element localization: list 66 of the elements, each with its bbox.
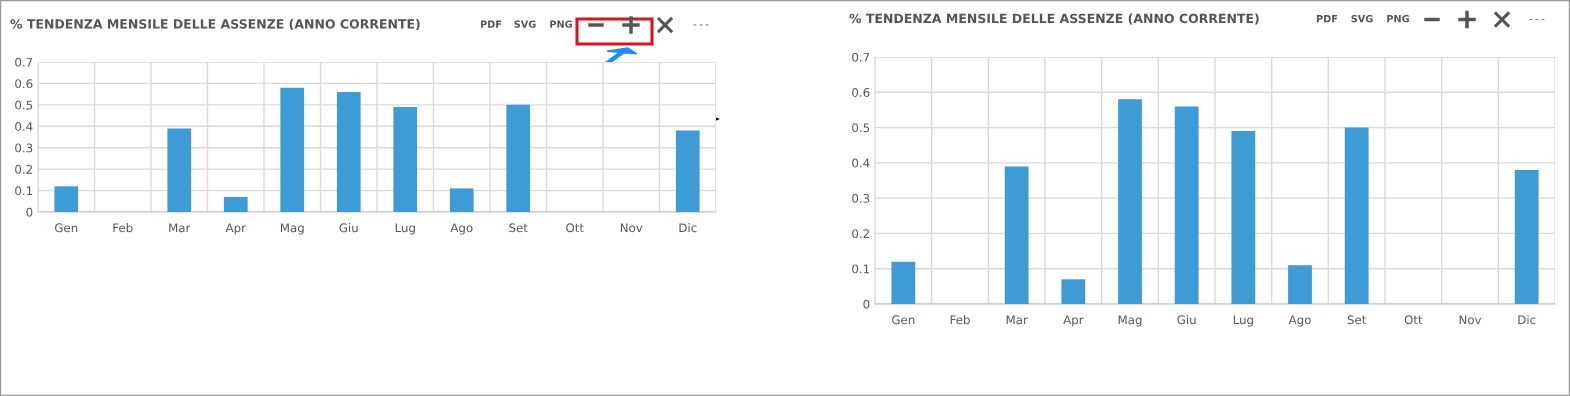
text: SVG — [1351, 14, 1373, 23]
x-tick-label: Ago — [1288, 315, 1311, 327]
bar — [280, 87, 305, 212]
bar — [393, 107, 418, 212]
bar — [54, 186, 79, 212]
x-tick-label: Gen — [54, 223, 78, 233]
y-tick-label: 0.3 — [852, 193, 870, 203]
x-tick-label: Ott — [566, 223, 584, 233]
bar — [1061, 279, 1086, 304]
y-tick-label: 0.2 — [852, 229, 869, 239]
bar — [1344, 127, 1369, 304]
x-tick-label: Nov — [1459, 315, 1482, 325]
x-tick-label: Set — [1347, 315, 1367, 325]
x-tick-label: Lug — [1233, 315, 1253, 327]
y-tick-label: 0.4 — [15, 122, 33, 131]
x-tick-label: Dic — [1518, 315, 1536, 325]
x-tick-label: Feb — [950, 315, 970, 325]
x-tick-label: Mag — [280, 223, 304, 235]
y-tick-label: 0.2 — [15, 164, 32, 174]
bar — [1514, 169, 1539, 304]
x-tick-label: Lug — [395, 223, 415, 235]
bar — [223, 197, 248, 212]
x-tick-label: Gen — [892, 315, 915, 325]
y-tick-label: 0.5 — [852, 123, 870, 133]
chart-title: % TENDENZA MENSILE DELLE ASSENZE (ANNO CORRENTE) — [10, 18, 420, 31]
x-tick-label: Apr — [1063, 315, 1084, 327]
text: PNG — [550, 20, 572, 28]
x-tick-label: Mar — [169, 223, 191, 233]
x-tick-label: Mar — [1006, 315, 1028, 325]
y-tick-label: 0.6 — [852, 88, 870, 97]
text: PNG — [1387, 14, 1409, 23]
text: PDF — [480, 20, 502, 28]
x-tick-label: Set — [509, 223, 528, 233]
bar — [167, 128, 192, 212]
bar — [891, 261, 916, 304]
x-tick-label: Feb — [113, 223, 133, 233]
bar — [1231, 131, 1256, 304]
y-tick-label: 0.1 — [15, 186, 33, 196]
x-tick-label: Mag — [1118, 315, 1142, 327]
y-tick-label: 0.7 — [852, 52, 870, 62]
x-tick-label: Giu — [1177, 315, 1196, 325]
x-tick-label: Giu — [339, 223, 358, 233]
chart-title: % TENDENZA MENSILE DELLE ASSENZE (ANNO CORRENTE) — [849, 13, 1259, 25]
y-tick-label: 0.6 — [15, 79, 33, 89]
bar — [336, 92, 361, 212]
bar — [1288, 265, 1312, 304]
x-tick-label: Ago — [450, 223, 473, 235]
x-tick-label: Dic — [679, 223, 697, 233]
text: SVG — [514, 20, 536, 28]
text: PDF — [1316, 15, 1338, 23]
x-tick-label: Apr — [225, 223, 246, 235]
y-tick-label: 0.1 — [852, 264, 870, 274]
y-tick-label: 0 — [26, 207, 33, 217]
bar — [1174, 106, 1199, 304]
y-tick-label: 0 — [863, 299, 870, 309]
bar — [675, 130, 700, 212]
y-tick-label: 0.5 — [15, 100, 33, 110]
y-tick-label: 0.3 — [15, 143, 33, 153]
y-tick-label: 0.4 — [852, 158, 870, 168]
x-tick-label: Nov — [620, 223, 643, 233]
bar — [449, 188, 474, 212]
bar — [1118, 99, 1142, 304]
y-tick-label: 0.7 — [15, 57, 33, 67]
x-tick-label: Ott — [1404, 315, 1423, 325]
bar — [1004, 166, 1029, 304]
bar — [506, 104, 531, 212]
